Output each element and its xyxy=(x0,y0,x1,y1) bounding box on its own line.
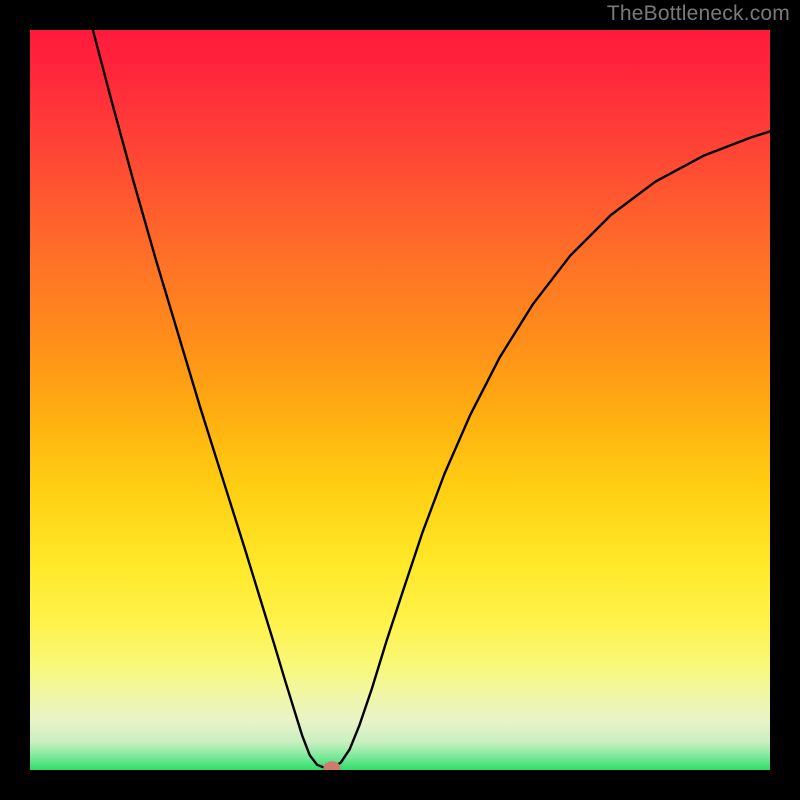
chart-container: TheBottleneck.com xyxy=(0,0,800,800)
watermark-text: TheBottleneck.com xyxy=(607,2,790,26)
chart-svg xyxy=(30,30,770,770)
plot-area xyxy=(30,30,770,770)
optimum-marker xyxy=(324,762,340,770)
gradient-background xyxy=(30,30,770,770)
